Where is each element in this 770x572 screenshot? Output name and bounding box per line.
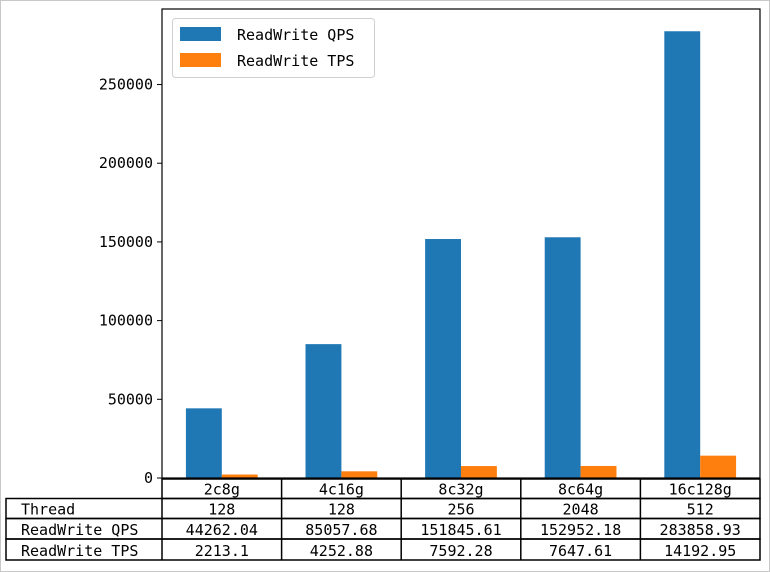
bar-readwrite-tps-16c128g [700, 455, 737, 478]
table-cell: 2213.1 [195, 542, 249, 560]
table-cell: 2048 [563, 501, 599, 519]
legend-label: ReadWrite TPS [237, 52, 354, 70]
table-column-header: 8c64g [558, 481, 603, 499]
table-cell: 512 [687, 501, 714, 519]
table-column-header: 8c32g [438, 481, 483, 499]
y-tick-label: 0 [144, 469, 153, 487]
y-tick-label: 250000 [99, 76, 153, 94]
legend-label: ReadWrite QPS [237, 26, 354, 44]
bar-readwrite-qps-16c128g [664, 31, 701, 478]
table-row-label: ReadWrite QPS [21, 521, 138, 539]
table-cell: 7647.61 [549, 542, 612, 560]
table-column-header: 16c128g [669, 481, 732, 499]
table-cell: 128 [208, 501, 235, 519]
legend-swatch [180, 27, 221, 41]
table-cell: 44262.04 [186, 521, 258, 539]
table-row-label: ReadWrite TPS [21, 542, 138, 560]
y-tick-label: 100000 [99, 312, 153, 330]
table-cell: 14192.95 [664, 542, 736, 560]
bar-readwrite-qps-8c64g [544, 237, 581, 478]
table-cell: 128 [328, 501, 355, 519]
bar-readwrite-tps-8c32g [461, 466, 497, 478]
y-tick-label: 200000 [99, 154, 153, 172]
table-cell: 7592.28 [429, 542, 492, 560]
table-cell: 151845.61 [420, 521, 501, 539]
table-cell: 152952.18 [540, 521, 621, 539]
table-row [5, 538, 761, 561]
table-cell: 283858.93 [660, 521, 741, 539]
table-cell: 256 [447, 501, 474, 519]
bar-readwrite-qps-2c8g [185, 408, 222, 478]
legend-box [172, 18, 375, 78]
table-cell: 85057.68 [305, 521, 377, 539]
bar-readwrite-tps-8c64g [580, 465, 617, 478]
bars [185, 31, 737, 478]
bar-readwrite-tps-2c8g [221, 474, 258, 478]
y-tick-label: 50000 [108, 390, 153, 408]
table-cell: 4252.88 [310, 542, 373, 560]
y-tick-label: 150000 [99, 233, 153, 251]
plot-frame [161, 8, 761, 479]
legend: ReadWrite QPS ReadWrite TPS [172, 18, 375, 78]
table-column-header: 4c16g [319, 481, 364, 499]
table-row-label: Thread [21, 501, 75, 519]
bar-readwrite-tps-4c16g [341, 471, 378, 478]
data-table: 2c8g 4c16g 8c32g 8c64g 16c128g Thread 128 128 25… [5, 478, 761, 561]
axes: 0 50000 100000 150000 200000 250000 [99, 8, 761, 487]
bar-readwrite-qps-4c16g [305, 344, 342, 478]
legend-swatch [180, 53, 221, 67]
table-column-header: 2c8g [204, 481, 240, 499]
bar-readwrite-qps-8c32g [425, 239, 461, 478]
